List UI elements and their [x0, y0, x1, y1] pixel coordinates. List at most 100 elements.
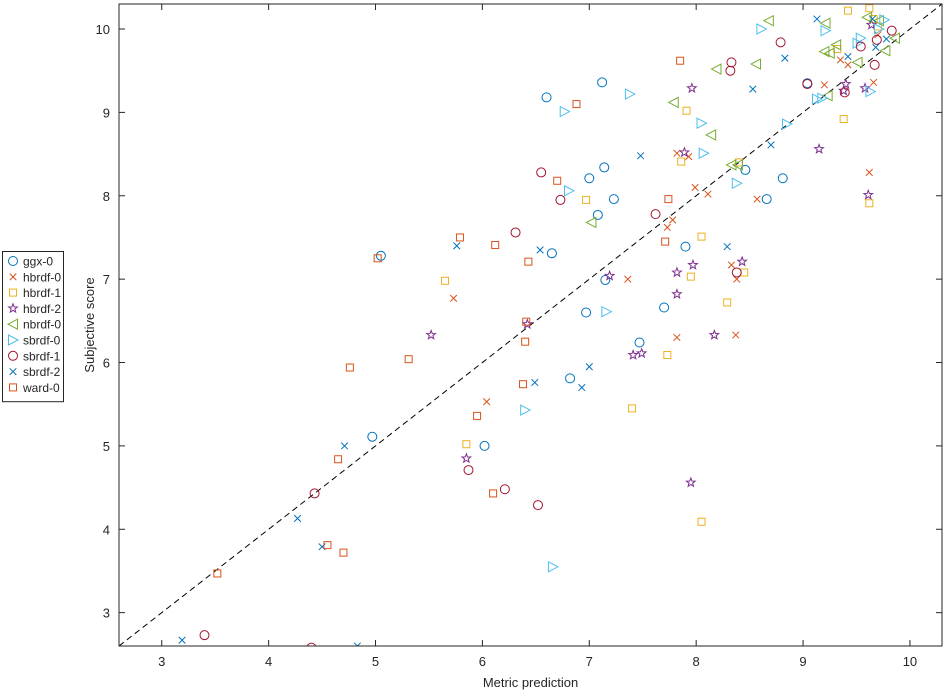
- data-point-hbrdf-0-17: [865, 168, 873, 177]
- data-point-hbrdf-0-13-shape: [753, 195, 761, 203]
- data-point-hbrdf-2-5: [635, 347, 648, 359]
- legend-marker-ward-0-shape: [9, 383, 17, 392]
- legend-marker-sbrdf-0: [8, 334, 20, 346]
- data-point-sbrdf-1-2-shape: [309, 488, 320, 499]
- series-ggx-0: [367, 77, 813, 451]
- data-point-sbrdf-1-10-shape: [725, 65, 736, 76]
- data-point-nbrdf-0-10: [819, 17, 831, 30]
- data-point-nbrdf-0-12: [830, 39, 842, 51]
- data-point-sbrdf-1-10: [725, 65, 736, 76]
- data-point-hbrdf-1-12-shape: [740, 268, 749, 277]
- data-point-hbrdf-2-3-shape: [603, 269, 616, 281]
- legend-marker-nbrdf-0: [6, 318, 18, 331]
- data-point-sbrdf-2-17: [868, 15, 877, 23]
- data-point-sbrdf-0-1-shape: [547, 560, 560, 573]
- data-point-hbrdf-2-7: [671, 288, 683, 300]
- data-point-hbrdf-0-6-shape: [673, 333, 681, 342]
- data-point-ggx-0-16-shape: [740, 164, 751, 175]
- data-point-nbrdf-0-15-shape: [872, 14, 884, 27]
- data-point-ward-0-16-shape: [572, 100, 581, 109]
- data-point-ggx-0-2-shape: [479, 440, 490, 451]
- data-point-hbrdf-0-15: [836, 56, 845, 64]
- series-sbrdf-1: [199, 25, 897, 646]
- data-point-hbrdf-0-14-shape: [820, 81, 829, 89]
- data-point-ward-0-15-shape: [553, 176, 562, 185]
- data-point-hbrdf-0-2: [624, 275, 632, 283]
- data-point-ward-0-13: [522, 317, 531, 326]
- data-point-hbrdf-1-6: [682, 106, 691, 115]
- data-point-ward-0-3-shape: [339, 548, 348, 557]
- data-point-sbrdf-2-1: [293, 514, 302, 523]
- data-point-ggx-0-11-shape: [600, 274, 611, 285]
- data-point-sbrdf-0-7-shape: [698, 147, 710, 160]
- axes: 3 4 5 6 7 8 9 10 3 4 5 6 7 8 9 10 Metric prediction Subje…: [82, 3, 943, 690]
- data-point-hbrdf-1-8-shape: [697, 232, 706, 241]
- data-point-nbrdf-0-3-shape: [710, 63, 722, 75]
- legend-marker-ggx-0-shape: [8, 256, 18, 266]
- data-point-hbrdf-1-5: [677, 157, 686, 166]
- data-point-hbrdf-0-6: [673, 333, 681, 342]
- legend-marker-nbrdf-0-shape: [6, 318, 18, 331]
- data-point-hbrdf-0-8-shape: [691, 183, 699, 192]
- data-point-hbrdf-0-0: [449, 294, 458, 302]
- data-point-nbrdf-0-11-shape: [823, 47, 835, 60]
- data-point-nbrdf-0-1: [667, 96, 679, 109]
- data-point-hbrdf-2-18: [862, 188, 875, 200]
- data-point-ward-0-1-shape: [323, 541, 332, 550]
- y-tick-label: 7: [103, 272, 110, 287]
- data-point-hbrdf-0-16: [844, 61, 852, 69]
- data-point-sbrdf-2-19: [882, 35, 891, 43]
- y-tick-label: 4: [103, 522, 110, 537]
- data-point-ggx-0-1-shape: [367, 431, 378, 442]
- y-tick-label: 5: [103, 439, 110, 454]
- data-point-ward-0-12-shape: [521, 337, 530, 346]
- data-point-sbrdf-2-15: [813, 15, 821, 23]
- data-point-hbrdf-0-4-shape: [669, 216, 677, 224]
- data-point-nbrdf-0-13-shape: [851, 56, 863, 69]
- data-point-sbrdf-1-7-shape: [536, 167, 547, 178]
- data-point-sbrdf-0-18: [879, 14, 891, 26]
- data-point-hbrdf-1-10-shape: [723, 298, 732, 307]
- data-point-hbrdf-2-13: [736, 255, 748, 267]
- data-point-sbrdf-0-6: [696, 117, 708, 130]
- data-point-nbrdf-0-3: [710, 63, 722, 75]
- data-point-ward-0-14-shape: [524, 257, 533, 266]
- data-point-ggx-0-13-shape: [634, 337, 645, 348]
- data-point-sbrdf-1-11: [726, 57, 737, 68]
- data-point-sbrdf-2-18: [872, 43, 880, 52]
- data-point-hbrdf-1-2: [582, 195, 591, 204]
- data-point-sbrdf-0-10: [782, 118, 794, 130]
- series-ward-0: [213, 56, 685, 578]
- data-point-sbrdf-0-15: [855, 32, 867, 45]
- data-point-sbrdf-1-12-shape: [731, 267, 742, 278]
- data-point-sbrdf-0-8-shape: [731, 177, 743, 190]
- data-point-nbrdf-0-16-shape: [879, 44, 891, 57]
- reference-line: [119, 4, 942, 646]
- data-point-ward-0-4: [345, 363, 354, 372]
- data-point-sbrdf-2-3-shape: [340, 442, 349, 450]
- data-point-ggx-0-11: [600, 274, 611, 285]
- data-point-ggx-0-12: [608, 194, 619, 205]
- data-point-hbrdf-1-17-shape: [865, 199, 874, 208]
- data-point-sbrdf-0-3: [563, 184, 576, 197]
- data-point-sbrdf-1-6: [532, 500, 543, 511]
- data-point-hbrdf-2-2-shape: [521, 318, 534, 330]
- data-point-hbrdf-2-8-shape: [678, 146, 691, 158]
- data-point-sbrdf-1-17: [869, 59, 880, 70]
- data-point-hbrdf-1-14-shape: [839, 115, 848, 124]
- data-point-ward-0-17-shape: [661, 237, 670, 246]
- data-point-sbrdf-2-19-shape: [882, 35, 891, 43]
- data-point-hbrdf-2-11: [687, 258, 699, 270]
- data-point-sbrdf-0-10-shape: [782, 118, 794, 130]
- data-point-nbrdf-0-0-shape: [585, 216, 597, 229]
- data-point-hbrdf-2-9-shape: [685, 476, 697, 488]
- data-point-sbrdf-1-9: [650, 209, 661, 220]
- data-point-sbrdf-2-14: [781, 54, 789, 62]
- data-point-sbrdf-1-16: [855, 41, 866, 52]
- data-point-hbrdf-0-1: [483, 398, 491, 406]
- data-point-ward-0-4-shape: [345, 363, 354, 372]
- data-point-sbrdf-0-14: [852, 37, 864, 50]
- data-point-nbrdf-0-4-shape: [725, 159, 737, 171]
